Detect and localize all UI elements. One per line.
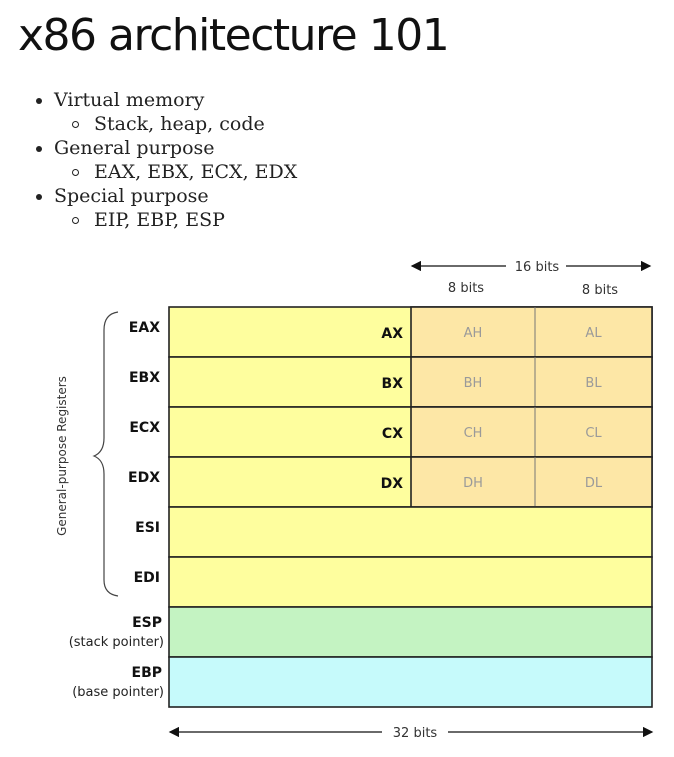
register-cell-esp [168,606,653,658]
low-byte-label-edx: DL [585,476,603,491]
register-name-edx: EDX [128,470,160,486]
bullet-list: Virtual memory Stack, heap, code General… [34,88,297,232]
sub-bullet-special-purpose: EIP, EBP, ESP [34,208,297,232]
high-byte-label-edx: DH [463,476,483,491]
word-label-edx: DX [381,476,404,492]
register-name-ebp: EBP [132,665,163,681]
register-name-eax: EAX [129,320,160,336]
byte-halves-cell-ebx [410,356,653,408]
register-name-esp: ESP [132,615,162,631]
bullet-virtual-memory: Virtual memory [34,88,297,112]
bits-32-label: 32 bits [393,726,438,741]
register-name-esi: ESI [135,520,160,536]
byte-halves-cell-ecx [410,406,653,458]
register-name-edi: EDI [134,570,160,586]
low-byte-label-ecx: CL [585,426,602,441]
low-byte-label-ebx: BL [585,376,602,391]
byte-halves-cell-eax [410,306,653,358]
register-rows: AX AH AL EAX BX BH BL EBX CX CH CL ECX DX DH DL EDX ESI E… [69,306,653,708]
register-name-ecx: ECX [129,420,160,436]
general-purpose-bracket [92,311,119,597]
high-byte-label-eax: AH [464,326,483,341]
byte-halves-cell-edx [410,456,653,508]
sub-bullet-general-purpose: EAX, EBX, ECX, EDX [34,160,297,184]
register-desc-esp: (stack pointer) [69,635,164,650]
bits-8-low-label: 8 bits [582,283,618,298]
bullet-general-purpose: General purpose [34,136,297,160]
register-desc-ebp: (base pointer) [72,685,164,700]
word-label-eax: AX [381,326,403,342]
bits-16-label: 16 bits [515,260,560,275]
word-label-ecx: CX [382,426,403,442]
register-cell-ebp [168,656,653,708]
bits-8-high-label: 8 bits [448,281,484,296]
low-byte-label-eax: AL [585,326,602,341]
high-byte-label-ecx: CH [464,426,483,441]
bullet-special-purpose: Special purpose [34,184,297,208]
general-purpose-side-label: General-purpose Registers [55,376,69,536]
word-label-ebx: BX [382,376,404,392]
slide-title: x86 architecture 101 [18,10,450,61]
sub-bullet-virtual-memory: Stack, heap, code [34,112,297,136]
register-cell-edi [168,556,653,608]
register-name-ebx: EBX [129,370,160,386]
high-byte-label-ebx: BH [464,376,483,391]
register-cell-esi [168,506,653,558]
